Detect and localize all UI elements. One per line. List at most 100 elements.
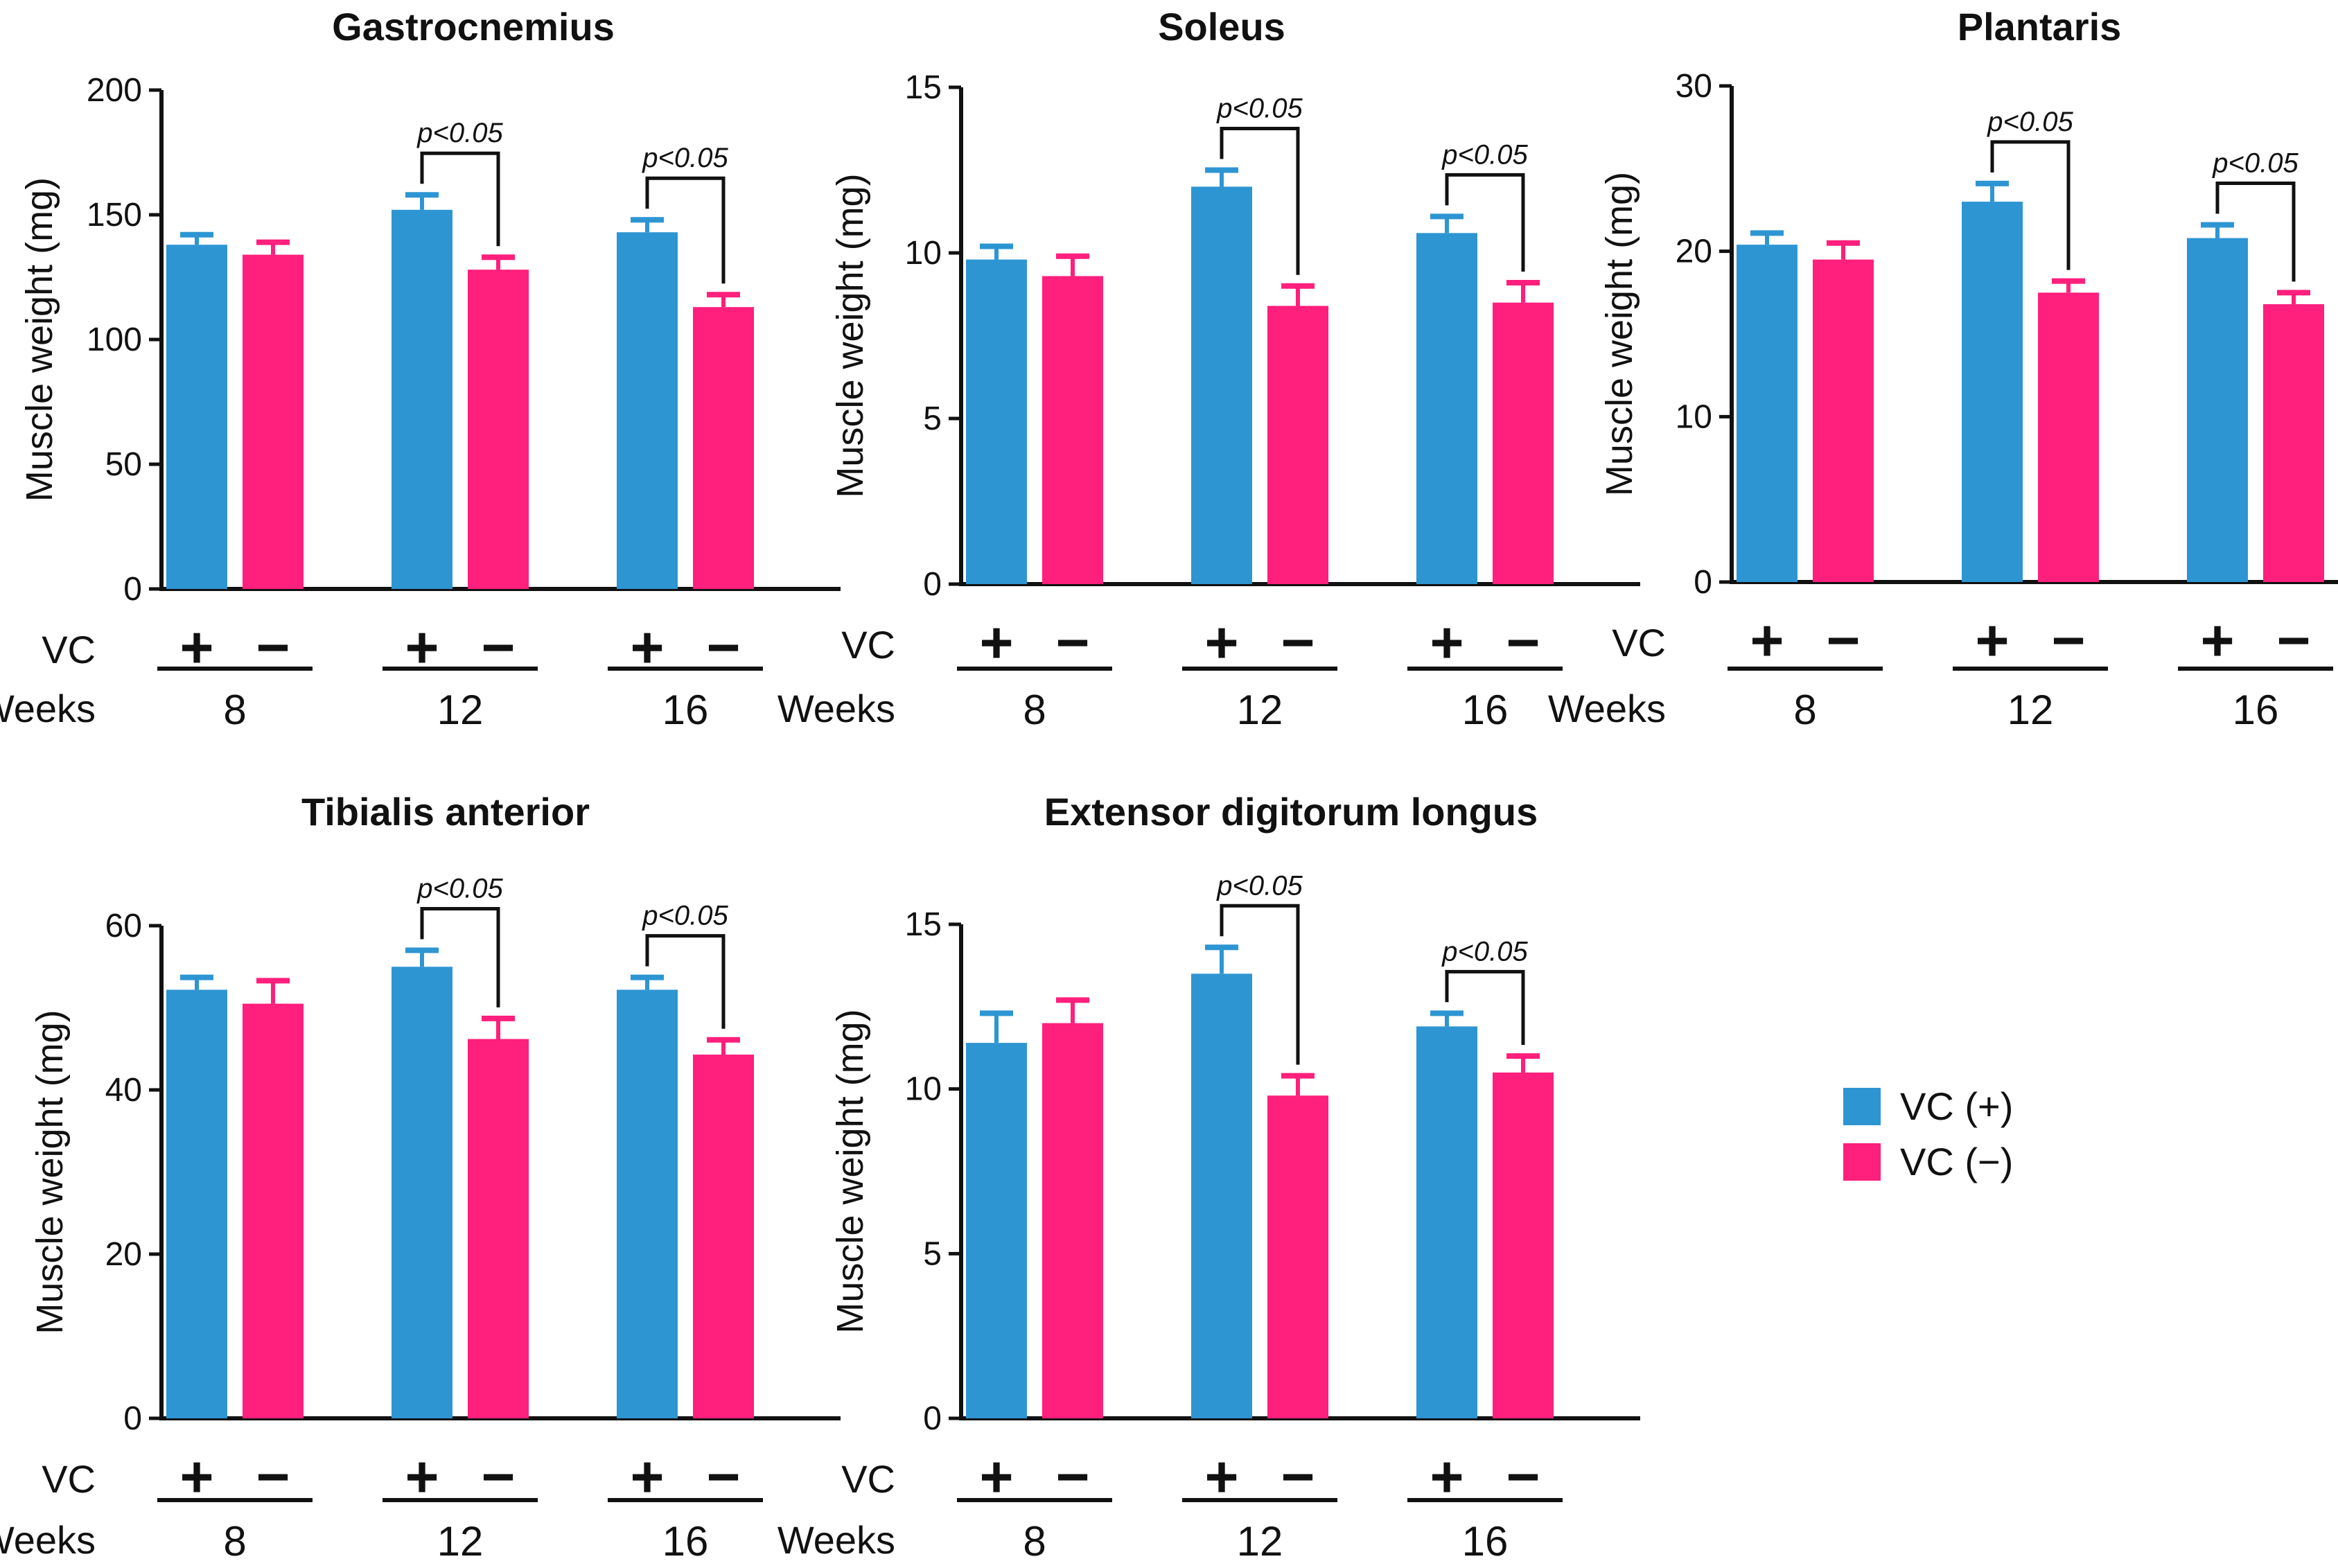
bar-vc-plus	[166, 989, 227, 1418]
bar-vc-plus	[1191, 974, 1252, 1418]
week-label: 8	[1023, 687, 1046, 733]
vc-row-label: VC	[42, 1457, 96, 1501]
week-label: 12	[1237, 1518, 1283, 1565]
y-tick-label: 0	[923, 566, 942, 603]
significance-bracket	[645, 934, 726, 1029]
y-axis-label: Muscle weight (mg)	[1599, 172, 1640, 496]
bar-vc-minus	[243, 254, 304, 589]
chart-title: Soleus	[1158, 5, 1285, 49]
bar-vc-plus	[1962, 202, 2023, 583]
p-value-label: p<0.05	[1216, 94, 1303, 124]
bar-vc-minus	[693, 307, 754, 589]
weeks-row-label: Weeks	[777, 1518, 895, 1562]
bar-vc-minus	[468, 270, 529, 589]
bar-vc-plus	[1416, 233, 1477, 584]
y-tick-label: 15	[905, 906, 942, 943]
y-tick-label: 20	[1676, 234, 1712, 270]
significance-bracket	[1220, 904, 1300, 1065]
bar-vc-plus	[966, 259, 1027, 584]
bar-vc-plus	[2187, 238, 2248, 582]
bar-vc-plus	[966, 1043, 1027, 1418]
y-tick-label: 10	[905, 235, 942, 272]
y-tick-label: 10	[905, 1071, 942, 1108]
bar-vc-plus	[166, 245, 227, 589]
week-label: 16	[662, 1518, 709, 1565]
y-tick-label: 30	[1676, 68, 1712, 105]
p-value-label: p<0.05	[416, 118, 503, 148]
y-axis-label: Muscle weight (mg)	[829, 173, 871, 497]
significance-bracket	[420, 907, 500, 1007]
bar-vc-minus	[1813, 259, 1874, 582]
chart-title: Plantaris	[1958, 5, 2122, 49]
weeks-row-label: Weeks	[777, 687, 895, 730]
bar-vc-minus	[243, 1003, 304, 1418]
week-label: 8	[1793, 687, 1816, 733]
legend-swatch	[1843, 1088, 1881, 1125]
y-tick-label: 200	[87, 72, 142, 109]
legend-label: VC (−)	[1900, 1140, 2013, 1183]
y-tick-label: 60	[105, 908, 142, 944]
legend-swatch	[1843, 1143, 1881, 1181]
vc-symbol: +	[2200, 608, 2234, 673]
significance-bracket	[1220, 127, 1300, 275]
p-value-label: p<0.05	[1441, 936, 1528, 967]
weeks-row-label: Weeks	[0, 1518, 96, 1562]
bar-vc-plus	[1737, 245, 1798, 582]
bar-vc-minus	[2263, 304, 2324, 582]
p-value-label: p<0.05	[1216, 870, 1303, 901]
bar-vc-plus	[392, 209, 452, 589]
weeks-row-label: Weeks	[0, 687, 96, 730]
legend-label: VC (+)	[1900, 1084, 2013, 1128]
significance-bracket	[1445, 173, 1525, 272]
y-tick-label: 15	[905, 69, 942, 106]
p-value-label: p<0.05	[416, 874, 503, 904]
vc-symbol: +	[1204, 610, 1238, 675]
week-label: 8	[223, 1518, 246, 1565]
bar-vc-minus	[1267, 306, 1328, 584]
vc-symbol: −	[1055, 610, 1089, 675]
y-tick-label: 10	[1676, 398, 1712, 435]
bar-vc-minus	[2038, 292, 2099, 582]
vc-symbol: −	[2051, 608, 2085, 673]
bar-vc-minus	[1042, 276, 1103, 584]
bar-vc-minus	[1267, 1095, 1328, 1418]
vc-row-label: VC	[841, 623, 895, 667]
vc-symbol: −	[2276, 608, 2310, 673]
p-value-label: p<0.05	[1987, 107, 2073, 137]
week-label: 16	[1462, 687, 1509, 733]
significance-bracket	[1990, 140, 2071, 270]
chart-panel: Extensor digitorum longus Muscle weight (…	[777, 790, 1640, 1565]
vc-symbol: +	[979, 610, 1013, 675]
y-axis-label: Muscle weight (mg)	[29, 1010, 71, 1334]
legend: VC (+) VC (−)	[1843, 1084, 2013, 1183]
weeks-row-label: Weeks	[1548, 687, 1666, 730]
vc-symbol: −	[1826, 608, 1860, 673]
bar-vc-minus	[1493, 1072, 1554, 1418]
y-tick-label: 20	[105, 1236, 142, 1273]
y-tick-label: 5	[923, 1235, 942, 1272]
bar-vc-plus	[617, 232, 678, 589]
significance-bracket	[645, 176, 726, 284]
y-tick-label: 150	[87, 197, 142, 234]
chart-panel: Gastrocnemius Muscle weight (mg) 0 50 100 150…	[0, 5, 841, 733]
week-label: 12	[1237, 687, 1283, 733]
bar-vc-minus	[468, 1039, 529, 1418]
chart-panel: Tibialis anterior Muscle weight (mg) 0 20 40…	[0, 790, 841, 1565]
significance-bracket	[1445, 969, 1525, 1046]
week-label: 8	[1023, 1518, 1046, 1565]
y-tick-label: 0	[1694, 564, 1712, 601]
y-tick-label: 40	[105, 1072, 142, 1109]
p-value-label: p<0.05	[1441, 139, 1528, 170]
y-tick-label: 0	[923, 1400, 942, 1437]
bar-vc-plus	[1416, 1026, 1477, 1418]
vc-row-label: VC	[42, 628, 96, 671]
week-label: 12	[437, 1518, 484, 1565]
week-label: 16	[2233, 687, 2279, 733]
y-tick-label: 0	[123, 571, 142, 608]
bar-vc-plus	[617, 989, 678, 1418]
vc-symbol: −	[1506, 610, 1540, 675]
y-axis-label: Muscle weight (mg)	[19, 177, 60, 502]
bar-vc-plus	[1191, 186, 1252, 584]
